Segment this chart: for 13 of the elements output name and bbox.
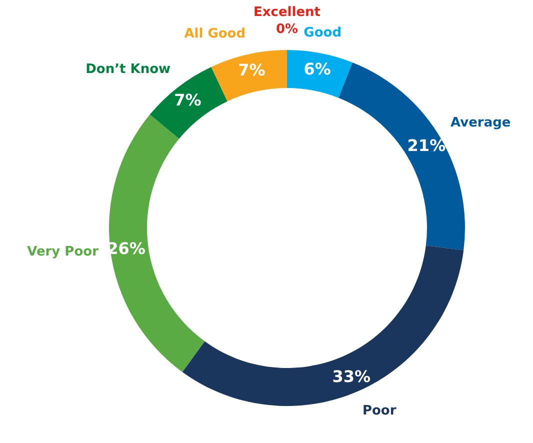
data-label: 7%	[238, 60, 266, 80]
data-label: 33%	[332, 367, 370, 386]
slice-label: Very Poor	[27, 244, 100, 260]
slice-label: Don’t Know	[86, 62, 171, 77]
slice-label: Good	[304, 25, 342, 40]
category-label: Excellent	[254, 5, 320, 20]
slice-label: Poor	[362, 403, 397, 418]
slice-label: Average	[450, 115, 511, 130]
text: 0%	[276, 22, 298, 37]
data-label: 6%	[304, 59, 331, 78]
data-label: 7%	[174, 90, 202, 110]
data-label: 21%	[407, 136, 446, 156]
slice-label: All Good	[184, 26, 246, 42]
